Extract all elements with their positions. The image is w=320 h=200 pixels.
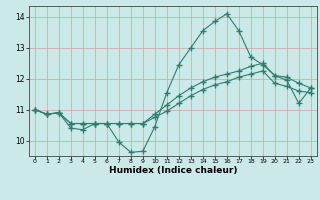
X-axis label: Humidex (Indice chaleur): Humidex (Indice chaleur) [108,166,237,175]
